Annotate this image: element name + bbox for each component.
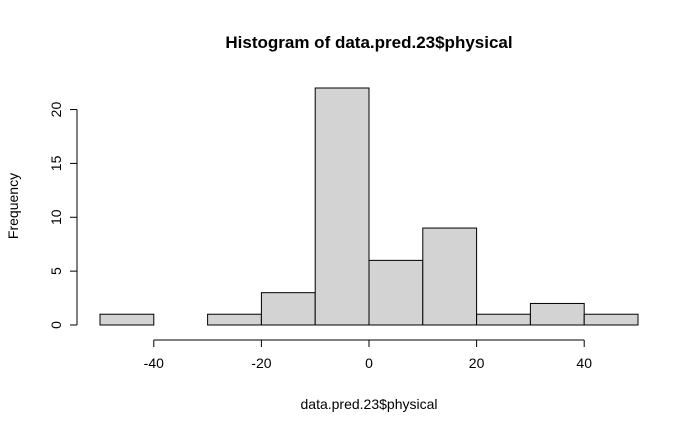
y-tick-label: 20 <box>48 102 64 118</box>
y-axis-label: Frequency <box>5 173 21 239</box>
x-axis: -40 -20 0 20 40 <box>144 339 592 371</box>
histogram-bar-8 <box>529 302 585 326</box>
bars-group <box>99 87 639 326</box>
histogram-bar-4 <box>314 87 370 326</box>
histogram-bar-9 <box>583 313 639 326</box>
y-tick-label: 10 <box>48 209 64 225</box>
histogram-bar-2 <box>207 313 262 326</box>
histogram-bar-6 <box>422 227 478 326</box>
y-tick-label: 15 <box>48 155 64 171</box>
x-tick-label: 20 <box>469 355 485 371</box>
x-tick-label: -20 <box>251 355 271 371</box>
y-tick-label: 0 <box>48 321 64 329</box>
x-tick-label: -40 <box>144 355 164 371</box>
histogram-bar-0 <box>99 313 155 326</box>
x-tick-label: 0 <box>365 355 373 371</box>
histogram-bar-7 <box>476 313 531 326</box>
histogram-bar-3 <box>260 292 316 326</box>
y-tick-label: 5 <box>48 267 64 275</box>
x-axis-label: data.pred.23$physical <box>301 396 438 412</box>
x-tick-label: 40 <box>576 355 592 371</box>
chart-title: Histogram of data.pred.23$physical <box>225 33 512 52</box>
y-axis: 0 5 10 15 20 <box>48 102 78 329</box>
histogram-bar-5 <box>368 259 424 326</box>
